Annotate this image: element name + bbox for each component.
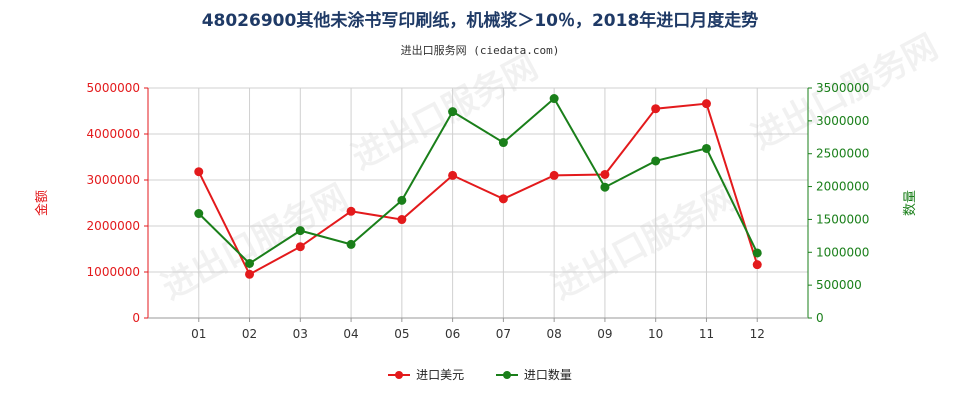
x-tick-label: 04 bbox=[343, 327, 358, 341]
chart-title: 48026900其他未涂书写印刷纸，机械浆＞10％，2018年进口月度走势 bbox=[201, 11, 759, 31]
y-right-tick-label: 0 bbox=[816, 311, 824, 325]
data-point-quantity bbox=[651, 156, 661, 166]
data-point-quantity bbox=[397, 195, 407, 205]
y-right-tick-label: 1500000 bbox=[816, 212, 869, 226]
data-point-value bbox=[194, 167, 204, 177]
legend-label-value: 进口美元 bbox=[416, 368, 465, 382]
data-point-quantity bbox=[346, 239, 356, 249]
data-point-quantity bbox=[194, 209, 204, 219]
data-point-value bbox=[600, 169, 610, 179]
legend-label-quantity: 进口数量 bbox=[523, 368, 572, 382]
data-point-quantity bbox=[498, 138, 508, 148]
y-left-axis-title: 金额 bbox=[34, 190, 50, 216]
y-left-tick-label: 0 bbox=[132, 311, 140, 325]
y-right-tick-label: 3500000 bbox=[816, 81, 869, 95]
data-point-value bbox=[346, 206, 356, 216]
data-point-quantity bbox=[752, 248, 762, 258]
y-left-tick-label: 4000000 bbox=[87, 127, 140, 141]
y-left-tick-label: 2000000 bbox=[87, 219, 140, 233]
data-point-value bbox=[701, 99, 711, 109]
x-tick-label: 06 bbox=[445, 327, 460, 341]
legend-item-value[interactable]: 进口美元 bbox=[388, 366, 464, 383]
y-left-tick-label: 3000000 bbox=[87, 173, 140, 187]
y-right-tick-label: 500000 bbox=[816, 278, 862, 292]
data-point-quantity bbox=[549, 94, 559, 104]
data-point-value bbox=[651, 104, 661, 114]
y-right-tick-label: 2000000 bbox=[816, 180, 869, 194]
data-point-value bbox=[448, 170, 458, 180]
data-point-quantity bbox=[701, 143, 711, 153]
x-tick-label: 08 bbox=[547, 327, 562, 341]
y-left-tick-label: 5000000 bbox=[87, 81, 140, 95]
x-tick-label: 05 bbox=[394, 327, 409, 341]
legend: 进口美元 进口数量 bbox=[0, 366, 960, 383]
x-tick-label: 11 bbox=[699, 327, 714, 341]
data-point-quantity bbox=[295, 226, 305, 236]
data-point-quantity bbox=[448, 107, 458, 117]
data-point-value bbox=[397, 215, 407, 225]
x-tick-label: 12 bbox=[750, 327, 765, 341]
x-tick-label: 07 bbox=[496, 327, 511, 341]
x-tick-label: 10 bbox=[648, 327, 663, 341]
series-line-quantity bbox=[198, 96, 759, 265]
data-point-value bbox=[549, 170, 559, 180]
y-right-tick-label: 3000000 bbox=[816, 114, 869, 128]
x-tick-label: 02 bbox=[242, 327, 257, 341]
watermark-text: 进出口服务网 bbox=[345, 47, 544, 178]
y-right-tick-label: 2500000 bbox=[816, 147, 869, 161]
y-left-tick-label: 1000000 bbox=[87, 265, 140, 279]
y-right-axis-title: 数量 bbox=[903, 190, 918, 216]
watermark-text: 进出口服务网 bbox=[545, 177, 744, 308]
data-point-value bbox=[245, 269, 255, 279]
series-line-value bbox=[197, 102, 759, 276]
data-point-value bbox=[498, 194, 508, 204]
data-point-quantity bbox=[600, 182, 610, 192]
legend-marker-quantity bbox=[495, 370, 518, 380]
watermark-text: 进出口服务网 bbox=[155, 177, 354, 308]
data-point-value bbox=[752, 260, 762, 270]
legend-item-quantity[interactable]: 进口数量 bbox=[495, 366, 572, 383]
data-point-value bbox=[295, 242, 305, 252]
legend-marker-value bbox=[388, 370, 411, 380]
x-tick-label: 09 bbox=[597, 327, 612, 341]
chart-subtitle: 进出口服务网 (ciedata.com) bbox=[400, 44, 560, 57]
y-right-tick-label: 1000000 bbox=[816, 245, 869, 259]
data-point-quantity bbox=[245, 258, 255, 268]
x-tick-label: 01 bbox=[191, 327, 206, 341]
x-tick-label: 03 bbox=[293, 327, 308, 341]
